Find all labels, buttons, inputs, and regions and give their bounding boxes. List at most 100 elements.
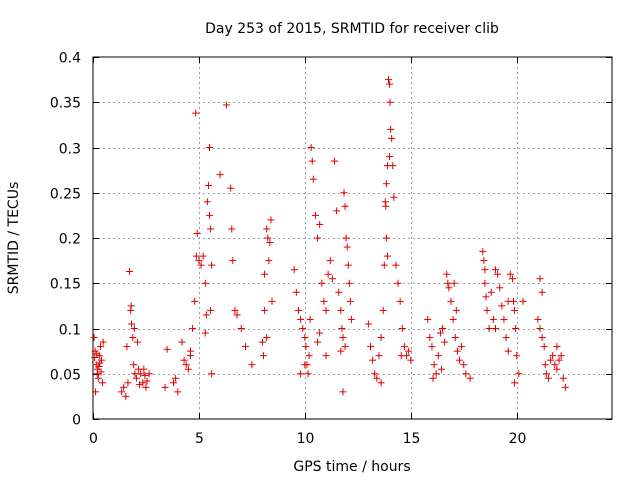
data-point: [182, 361, 190, 369]
data-point: [203, 198, 211, 206]
x-tick-label: 20: [509, 431, 527, 447]
data-point: [266, 239, 274, 247]
data-point: [392, 261, 400, 269]
data-point: [364, 320, 372, 328]
data-point: [90, 334, 98, 342]
data-point: [208, 370, 216, 378]
data-point: [398, 325, 406, 332]
data-point: [444, 279, 452, 287]
data-point: [294, 306, 302, 314]
x-tick-label: 0: [89, 431, 98, 447]
data-point: [193, 229, 201, 237]
data-point: [462, 370, 470, 378]
data-point: [311, 211, 319, 219]
data-point: [197, 261, 205, 269]
data-point: [344, 261, 352, 269]
data-point: [216, 171, 224, 179]
data-point: [231, 306, 239, 314]
data-point: [261, 270, 269, 278]
data-point: [304, 370, 312, 378]
data-point: [306, 315, 314, 323]
data-point: [191, 297, 199, 305]
data-point: [341, 202, 349, 210]
data-point: [496, 284, 504, 292]
data-point: [192, 252, 200, 260]
data-point: [481, 266, 489, 274]
data-point: [95, 363, 103, 371]
data-point: [132, 374, 140, 382]
data-point: [195, 257, 203, 265]
data-point: [430, 361, 438, 369]
data-point: [316, 329, 324, 337]
data-point: [386, 80, 394, 88]
data-point: [206, 144, 214, 151]
data-point: [481, 279, 489, 287]
data-point: [445, 284, 453, 292]
data-point: [491, 325, 499, 332]
data-point: [405, 347, 413, 355]
data-point: [386, 98, 394, 106]
data-point: [314, 234, 322, 242]
data-point: [506, 270, 514, 278]
data-point: [512, 325, 520, 332]
data-point: [208, 261, 216, 269]
data-point: [541, 361, 549, 369]
data-point: [258, 338, 266, 346]
data-point: [242, 343, 250, 351]
data-point: [320, 297, 328, 305]
y-tick-label: 0.35: [50, 96, 81, 112]
data-point: [387, 125, 395, 133]
x-tick-label: 10: [297, 431, 315, 447]
x-tick-label: 15: [403, 431, 421, 447]
data-point: [494, 270, 502, 278]
data-point: [324, 270, 332, 278]
data-point: [482, 293, 490, 301]
data-point: [124, 379, 132, 387]
data-point: [202, 311, 210, 319]
data-points: [90, 76, 569, 400]
data-point: [342, 234, 350, 242]
data-point: [561, 383, 569, 391]
data-point: [192, 109, 200, 117]
x-axis-title: GPS time / hours: [293, 459, 410, 475]
data-point: [318, 279, 326, 287]
data-point: [297, 370, 305, 378]
y-tick-label: 0.25: [50, 187, 81, 203]
y-tick-label: 0.3: [59, 142, 81, 158]
data-point: [390, 193, 398, 201]
data-point: [400, 343, 408, 351]
data-point: [137, 370, 145, 378]
data-point: [335, 288, 343, 296]
data-point: [553, 343, 561, 351]
data-point: [263, 225, 271, 233]
data-point: [139, 379, 147, 387]
data-point: [130, 325, 138, 332]
data-point: [373, 374, 381, 382]
data-point: [91, 353, 99, 361]
data-point: [371, 370, 379, 378]
data-point: [169, 379, 177, 387]
x-tick-label: 5: [195, 431, 204, 447]
data-point: [534, 315, 542, 323]
grid: [93, 57, 612, 419]
data-point: [343, 243, 351, 251]
data-point: [207, 225, 215, 233]
data-point: [99, 338, 107, 346]
y-tick-label: 0.05: [50, 368, 81, 384]
data-point: [451, 334, 459, 342]
y-tick-label: 0.2: [59, 232, 81, 248]
data-point: [118, 388, 126, 396]
data-point: [305, 352, 313, 360]
data-point: [346, 297, 354, 305]
data-point: [536, 275, 544, 283]
data-point: [480, 257, 488, 265]
data-point: [180, 356, 188, 364]
data-point: [375, 352, 383, 360]
data-point: [92, 388, 100, 396]
data-point: [389, 162, 397, 170]
data-point: [452, 306, 460, 314]
data-point: [143, 377, 151, 385]
data-point: [377, 379, 385, 387]
data-point: [120, 383, 128, 391]
data-point: [99, 379, 107, 387]
